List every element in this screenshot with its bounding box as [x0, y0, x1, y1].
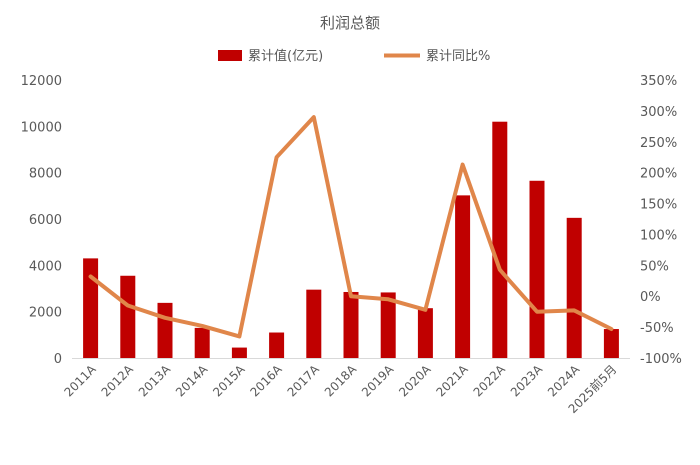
- right-tick-label: 200%: [640, 167, 677, 182]
- x-axis: 2011A 2012A 2013A 2014A 2015A 2016A 2017A 2018A…: [61, 362, 619, 417]
- x-tick-label: 2022A: [471, 362, 509, 400]
- bar: [566, 217, 582, 358]
- chart-title: 利润总额: [320, 14, 380, 32]
- left-tick-label: 6000: [29, 213, 62, 228]
- bar: [269, 332, 285, 358]
- bar: [529, 180, 545, 358]
- x-tick-label: 2015A: [210, 362, 248, 400]
- x-tick-label: 2013A: [136, 362, 174, 400]
- x-tick-label: 2018A: [322, 362, 360, 400]
- right-tick-label: 350%: [640, 74, 677, 89]
- left-axis: 0 2000 4000 6000 8000 10000 12000: [21, 74, 62, 367]
- line-series: [88, 115, 614, 339]
- x-tick-label: 2016A: [247, 362, 285, 400]
- right-tick-label: 0%: [640, 290, 661, 305]
- right-tick-label: 300%: [640, 105, 677, 120]
- legend-line-label: 累计同比%: [426, 49, 490, 64]
- left-tick-label: 8000: [29, 167, 62, 182]
- legend: 累计值(亿元) 累计同比%: [218, 48, 490, 64]
- left-tick-label: 2000: [29, 306, 62, 321]
- legend-bar-label: 累计值(亿元): [248, 48, 323, 64]
- left-tick-label: 12000: [21, 74, 62, 89]
- bar: [194, 327, 210, 358]
- right-tick-label: 100%: [640, 228, 677, 243]
- left-tick-label: 10000: [21, 120, 62, 135]
- bar: [380, 292, 396, 358]
- bar: [306, 289, 322, 358]
- legend-bar-swatch: [218, 50, 242, 61]
- right-tick-label: 150%: [640, 198, 677, 213]
- right-tick-label: 250%: [640, 136, 677, 151]
- bar: [492, 121, 508, 358]
- x-tick-label: 2017A: [285, 362, 323, 400]
- bar: [417, 308, 433, 358]
- x-tick-label: 2011A: [61, 362, 99, 400]
- x-tick-label: 2014A: [173, 362, 211, 400]
- bar: [83, 258, 99, 358]
- x-tick-label: 2020A: [396, 362, 434, 400]
- x-tick-label: 2023A: [508, 362, 546, 400]
- bar: [231, 347, 247, 358]
- bar: [343, 291, 359, 358]
- x-tick-label: 2012A: [99, 362, 137, 400]
- left-tick-label: 0: [54, 352, 62, 367]
- right-tick-label: 50%: [640, 259, 669, 274]
- left-tick-label: 4000: [29, 259, 62, 274]
- bar: [120, 275, 136, 358]
- bar: [157, 302, 173, 358]
- right-tick-label: -100%: [640, 352, 682, 367]
- x-tick-label: 2021A: [433, 362, 471, 400]
- bar: [455, 195, 471, 358]
- bar-series: [83, 121, 619, 358]
- right-axis: -100% -50% 0% 50% 100% 150% 200% 250% 300% 350%: [640, 74, 682, 367]
- bar: [603, 329, 619, 358]
- x-tick-label: 2019A: [359, 362, 397, 400]
- right-tick-label: -50%: [640, 321, 674, 336]
